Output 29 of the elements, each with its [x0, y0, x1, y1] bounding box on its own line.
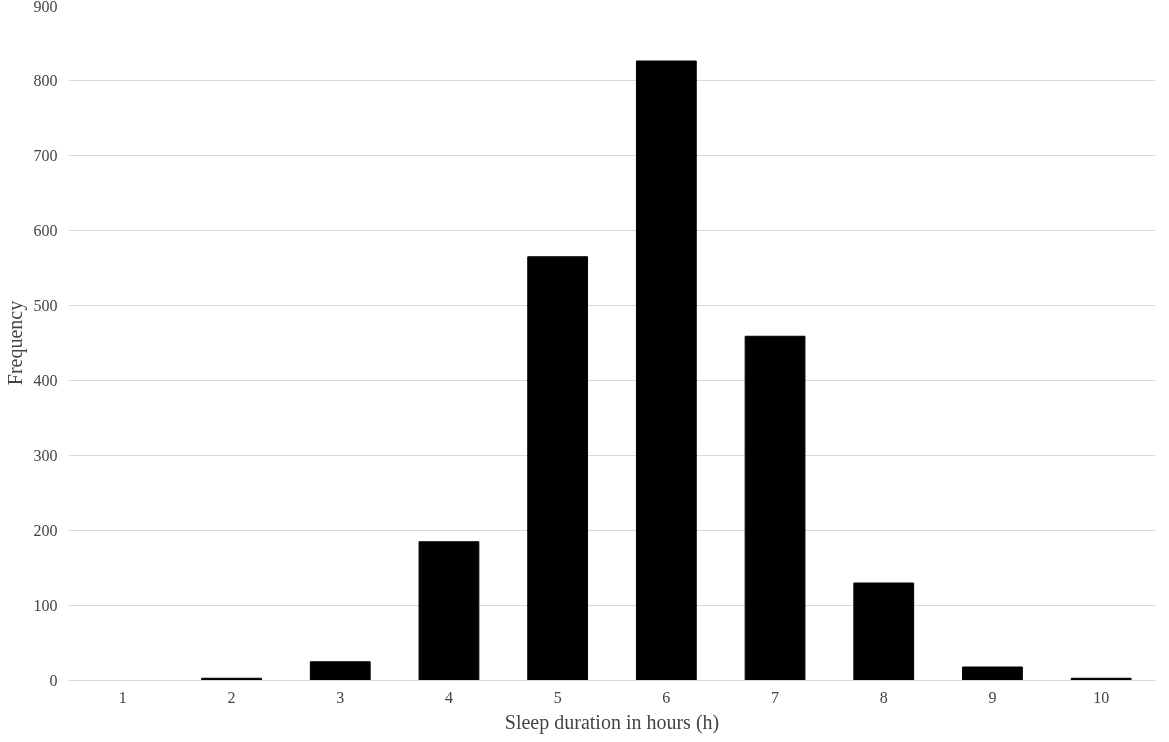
- bar: [527, 256, 589, 681]
- x-tick-label: 10: [1093, 688, 1110, 706]
- y-tick-label: 0: [49, 672, 58, 689]
- y-tick-label: 800: [33, 72, 58, 89]
- x-tick-label: 8: [879, 688, 888, 706]
- x-tick-label: 6: [662, 688, 671, 706]
- y-tick-label: 500: [33, 297, 58, 314]
- y-axis-title: Frequency: [3, 300, 27, 386]
- bar: [853, 582, 915, 681]
- x-tick-label: 1: [118, 688, 127, 706]
- bar: [418, 541, 480, 681]
- x-tick-label: 9: [988, 688, 997, 706]
- x-axis-title: Sleep duration in hours (h): [504, 710, 720, 734]
- y-tick-label: 900: [33, 0, 58, 15]
- bar: [635, 60, 697, 681]
- y-tick-label: 200: [33, 522, 58, 539]
- x-tick-label: 2: [227, 688, 236, 706]
- bar: [309, 661, 371, 681]
- y-tick-label: 700: [33, 147, 58, 164]
- y-tick-label: 600: [33, 222, 58, 239]
- bar: [744, 335, 806, 681]
- x-tick-label: 3: [336, 688, 345, 706]
- x-tick-label: 4: [444, 688, 453, 706]
- bar: [962, 666, 1023, 681]
- y-tick-label: 400: [33, 372, 58, 389]
- y-tick-label: 100: [33, 597, 58, 614]
- y-tick-label: 300: [33, 447, 58, 464]
- x-tick-label: 5: [553, 688, 562, 706]
- x-tick-label: 7: [771, 688, 780, 706]
